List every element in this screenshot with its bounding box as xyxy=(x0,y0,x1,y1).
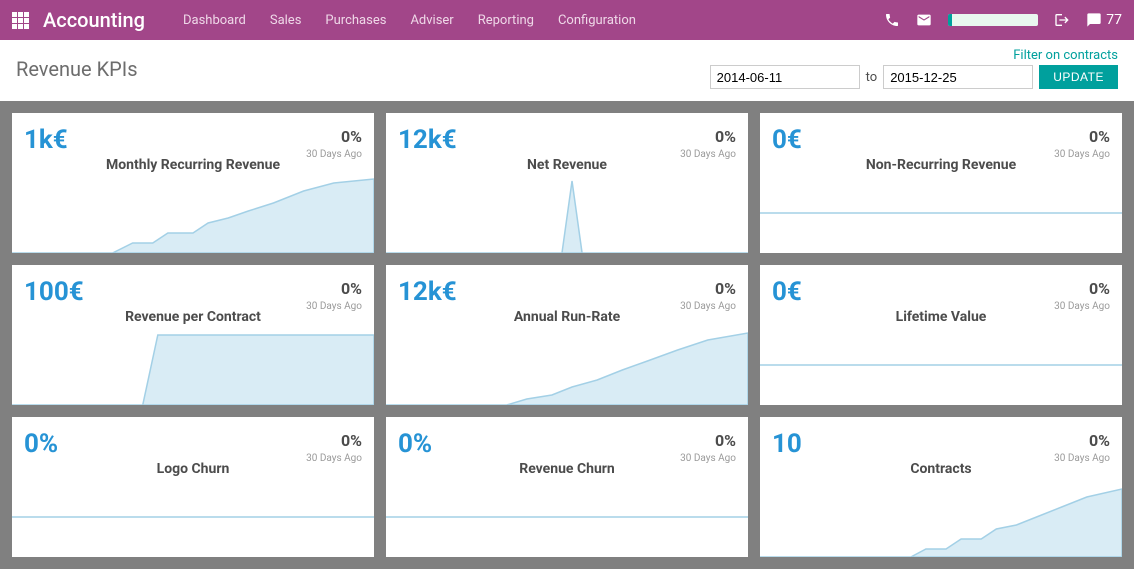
messages-count: 77 xyxy=(1106,12,1122,28)
kpi-card-contracts[interactable]: 10 0% 30 Days Ago Contracts xyxy=(760,417,1122,557)
kpi-label: Non-Recurring Revenue xyxy=(760,157,1122,173)
date-range-row: to UPDATE xyxy=(710,65,1118,89)
logout-icon[interactable] xyxy=(1054,12,1070,28)
nav-link-sales[interactable]: Sales xyxy=(260,7,312,34)
kpi-grid-wrapper: 1k€ 0% 30 Days Ago Monthly Recurring Rev… xyxy=(0,101,1134,569)
nav-link-reporting[interactable]: Reporting xyxy=(468,7,544,34)
kpi-card-revenue-per-contract[interactable]: 100€ 0% 30 Days Ago Revenue per Contract xyxy=(12,265,374,405)
kpi-sparkline xyxy=(760,173,1122,253)
kpi-sparkline xyxy=(386,173,748,253)
to-label: to xyxy=(866,70,878,85)
kpi-sparkline xyxy=(386,477,748,557)
kpi-value: 0€ xyxy=(772,125,802,155)
kpi-grid: 1k€ 0% 30 Days Ago Monthly Recurring Rev… xyxy=(12,113,1122,557)
kpi-label: Revenue Churn xyxy=(386,461,748,477)
kpi-label: Annual Run-Rate xyxy=(386,309,748,325)
kpi-card-logo-churn[interactable]: 0% 0% 30 Days Ago Logo Churn xyxy=(12,417,374,557)
kpi-sparkline xyxy=(12,325,374,405)
kpi-card-non-recurring[interactable]: 0€ 0% 30 Days Ago Non-Recurring Revenue xyxy=(760,113,1122,253)
kpi-card-revenue-churn[interactable]: 0% 0% 30 Days Ago Revenue Churn xyxy=(386,417,748,557)
nav-link-configuration[interactable]: Configuration xyxy=(548,7,646,34)
kpi-sparkline xyxy=(760,325,1122,405)
kpi-value: 12k€ xyxy=(398,277,457,307)
kpi-card-mrr[interactable]: 1k€ 0% 30 Days Ago Monthly Recurring Rev… xyxy=(12,113,374,253)
kpi-value: 0€ xyxy=(772,277,802,307)
kpi-delta: 0% xyxy=(715,279,736,298)
kpi-delta: 0% xyxy=(341,279,362,298)
update-button[interactable]: UPDATE xyxy=(1039,65,1118,89)
filter-contracts-link[interactable]: Filter on contracts xyxy=(1013,48,1118,63)
kpi-label: Lifetime Value xyxy=(760,309,1122,325)
kpi-value: 0% xyxy=(398,429,432,459)
kpi-card-net-revenue[interactable]: 12k€ 0% 30 Days Ago Net Revenue xyxy=(386,113,748,253)
kpi-value: 100€ xyxy=(24,277,84,307)
kpi-label: Logo Churn xyxy=(12,461,374,477)
kpi-card-annual-run-rate[interactable]: 12k€ 0% 30 Days Ago Annual Run-Rate xyxy=(386,265,748,405)
kpi-delta: 0% xyxy=(1089,279,1110,298)
nav-links: Dashboard Sales Purchases Adviser Report… xyxy=(173,7,646,34)
nav-right: 77 xyxy=(884,12,1122,28)
kpi-sparkline xyxy=(12,477,374,557)
app-brand: Accounting xyxy=(43,8,145,32)
kpi-delta: 0% xyxy=(341,127,362,146)
kpi-sparkline xyxy=(760,477,1122,557)
navbar: Accounting Dashboard Sales Purchases Adv… xyxy=(0,0,1134,40)
nav-link-dashboard[interactable]: Dashboard xyxy=(173,7,256,34)
kpi-sparkline xyxy=(12,173,374,253)
messages-button[interactable]: 77 xyxy=(1086,12,1122,28)
kpi-value: 1k€ xyxy=(24,125,68,155)
kpi-card-lifetime-value[interactable]: 0€ 0% 30 Days Ago Lifetime Value xyxy=(760,265,1122,405)
nav-link-purchases[interactable]: Purchases xyxy=(315,7,396,34)
progress-bar[interactable] xyxy=(948,14,1038,26)
kpi-label: Revenue per Contract xyxy=(12,309,374,325)
apps-icon[interactable] xyxy=(12,12,29,29)
kpi-delta: 0% xyxy=(1089,431,1110,450)
date-from-input[interactable] xyxy=(710,65,860,89)
kpi-sparkline xyxy=(386,325,748,405)
kpi-label: Net Revenue xyxy=(386,157,748,173)
kpi-label: Contracts xyxy=(760,461,1122,477)
nav-link-adviser[interactable]: Adviser xyxy=(400,7,463,34)
kpi-delta: 0% xyxy=(341,431,362,450)
kpi-label: Monthly Recurring Revenue xyxy=(12,157,374,173)
header-row: Revenue KPIs Filter on contracts to UPDA… xyxy=(0,40,1134,93)
date-to-input[interactable] xyxy=(883,65,1033,89)
kpi-delta: 0% xyxy=(715,431,736,450)
header-controls: Filter on contracts to UPDATE xyxy=(710,48,1118,89)
kpi-value: 12k€ xyxy=(398,125,457,155)
page-title: Revenue KPIs xyxy=(16,57,138,81)
phone-icon[interactable] xyxy=(884,12,900,28)
kpi-value: 10 xyxy=(772,429,802,459)
kpi-value: 0% xyxy=(24,429,58,459)
kpi-delta: 0% xyxy=(715,127,736,146)
mail-icon[interactable] xyxy=(916,12,932,28)
kpi-delta: 0% xyxy=(1089,127,1110,146)
